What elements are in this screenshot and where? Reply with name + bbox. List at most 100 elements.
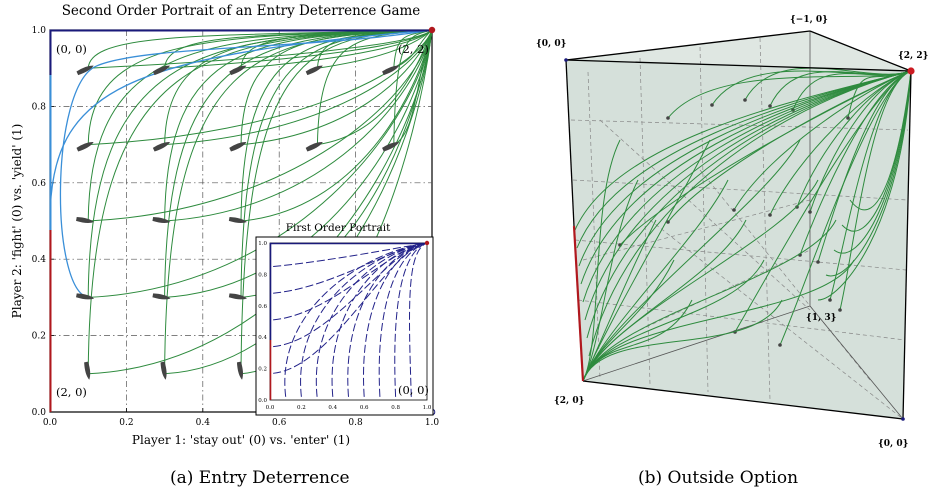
flow-curve [164,30,432,298]
flow-curve [87,30,432,374]
axis-ticks: 0.0 0.2 0.4 0.6 0.8 1.0 0.0 0.2 0.4 0.6 0.8 1.0 [32,26,440,428]
x-tick-label: 0.4 [196,418,211,428]
prism-flow-curve [733,70,912,211]
grid [50,30,432,412]
prism-flow-curve [817,70,912,301]
inset-flow-curve [363,243,427,397]
panel-a: Second Order Portrait of an Entry Deterr… [10,3,439,447]
prism-start-point [808,210,812,214]
x-tick-label: 0.6 [272,418,287,428]
prism-flow-curve [779,70,912,346]
prism-flow-curve [582,179,819,382]
start-marker [76,216,95,224]
flow-curve [240,30,432,69]
prism-red-edge [572,225,585,382]
panel-b: {0, 0} {−1, 0} {2, 2} {2, 0} {1, 3} {0, … [536,15,929,449]
prism-start-point [768,213,772,217]
start-marker [305,142,323,152]
inset-flow-curve [315,243,427,397]
flow-curve [87,30,432,145]
flow-curve [393,30,432,145]
prism-back-edge-bottom-left [582,305,811,382]
y-tick-label: 0.8 [32,102,47,112]
flow-curve [88,30,432,298]
corner-label-top-left: (0, 0) [56,42,87,56]
flow-curve [240,30,432,146]
flow-curve [393,30,432,69]
prism-start-point [732,208,736,212]
inset-title: First Order Portrait [286,222,391,234]
prism-start-point [778,343,782,347]
flow-curve [317,30,432,69]
prism-back-edge-bottom-right [809,305,904,420]
inset-x-tick-label: 0.8 [391,405,400,411]
inset-x-tick-label: 0.4 [328,405,337,411]
prism-flow-curve [582,139,621,382]
prism-vertex-bottom-right [901,417,905,421]
inset-flow-curve [273,243,427,374]
inset-x-tick-label: 1.0 [423,405,432,411]
flow-curve [240,30,432,222]
inset-flow-curve [273,243,427,294]
inset-y-tick-label: 0.8 [258,272,267,278]
vertex-label-bottom-left: {2, 0} [554,396,585,406]
inset-flow-curve [284,243,427,397]
start-marker [76,142,94,152]
x-tick-label: 0.8 [348,418,363,428]
inset-corner-label: (0, 0) [398,383,429,397]
start-marker [305,65,323,76]
flow-curve [88,30,432,222]
inset-x-tick-label: 0.0 [266,405,275,411]
start-marker [382,65,400,76]
start-marker [229,65,247,76]
inset: First Order Portrait 0.0 0.2 0.4 0.6 0.8 1.0 0… [255,222,434,416]
prism-start-point [828,298,832,302]
y-tick-label: 0.4 [32,255,47,265]
panel-a-title: Second Order Portrait of an Entry Deterr… [62,3,421,19]
vertex-label-top-back: {−1, 0} [790,15,828,25]
prism-flow-curve [825,70,912,277]
start-marker [152,142,171,152]
prism-flow-curve [839,70,912,311]
prism-flow-curve [582,139,711,382]
y-axis-label: Player 2: 'fight' (0) vs. 'yield' (1) [10,124,24,319]
prism-flow-curve [849,70,912,211]
prism-flow-curve [582,179,639,382]
prism-flow-curve [799,70,912,256]
vertex-label-right: {2, 2} [898,51,929,61]
start-marker [76,65,94,76]
y-tick-label: 1.0 [32,26,47,36]
prism-flow-curve [667,70,912,223]
vertex-label-bottom-right: {0, 0} [878,439,909,449]
start-marker [76,293,95,300]
prism-start-point [666,220,670,224]
inset-y-tick-label: 0.4 [258,335,267,341]
prism-vertex-top-left [564,58,568,62]
y-tick-label: 0.0 [32,408,47,418]
prism-flow-curve [582,259,855,382]
start-marker [382,142,400,152]
inset-flow-curve [378,243,427,397]
start-marker [152,293,171,300]
prism-start-point [816,260,820,264]
y-tick-label: 0.6 [32,179,47,189]
inset-plot-area [269,242,428,401]
y-tick-label: 0.2 [32,332,46,342]
inset-y-tick-label: 0.0 [258,398,267,404]
prism-start-point [838,308,842,312]
inset-y-tick-label: 0.6 [258,304,267,310]
flow-curves [50,30,432,375]
corner-label-top-right: (2, 2) [398,42,429,56]
flow-curve [88,30,432,146]
inset-x-tick-label: 0.6 [360,405,369,411]
prism-flow-curve [582,139,801,382]
inset-axis-ticks: 0.0 0.2 0.4 0.6 0.8 1.0 0.0 0.2 0.4 0.6 0.8 1.0 [258,241,432,411]
flow-curve [240,30,432,374]
flow-curve [164,30,432,374]
prism-start-point [768,104,772,108]
x-tick-label: 0.2 [119,418,133,428]
inset-y-tick-label: 0.2 [258,367,267,373]
inset-x-tick-label: 0.2 [297,405,306,411]
start-marker [152,65,171,76]
